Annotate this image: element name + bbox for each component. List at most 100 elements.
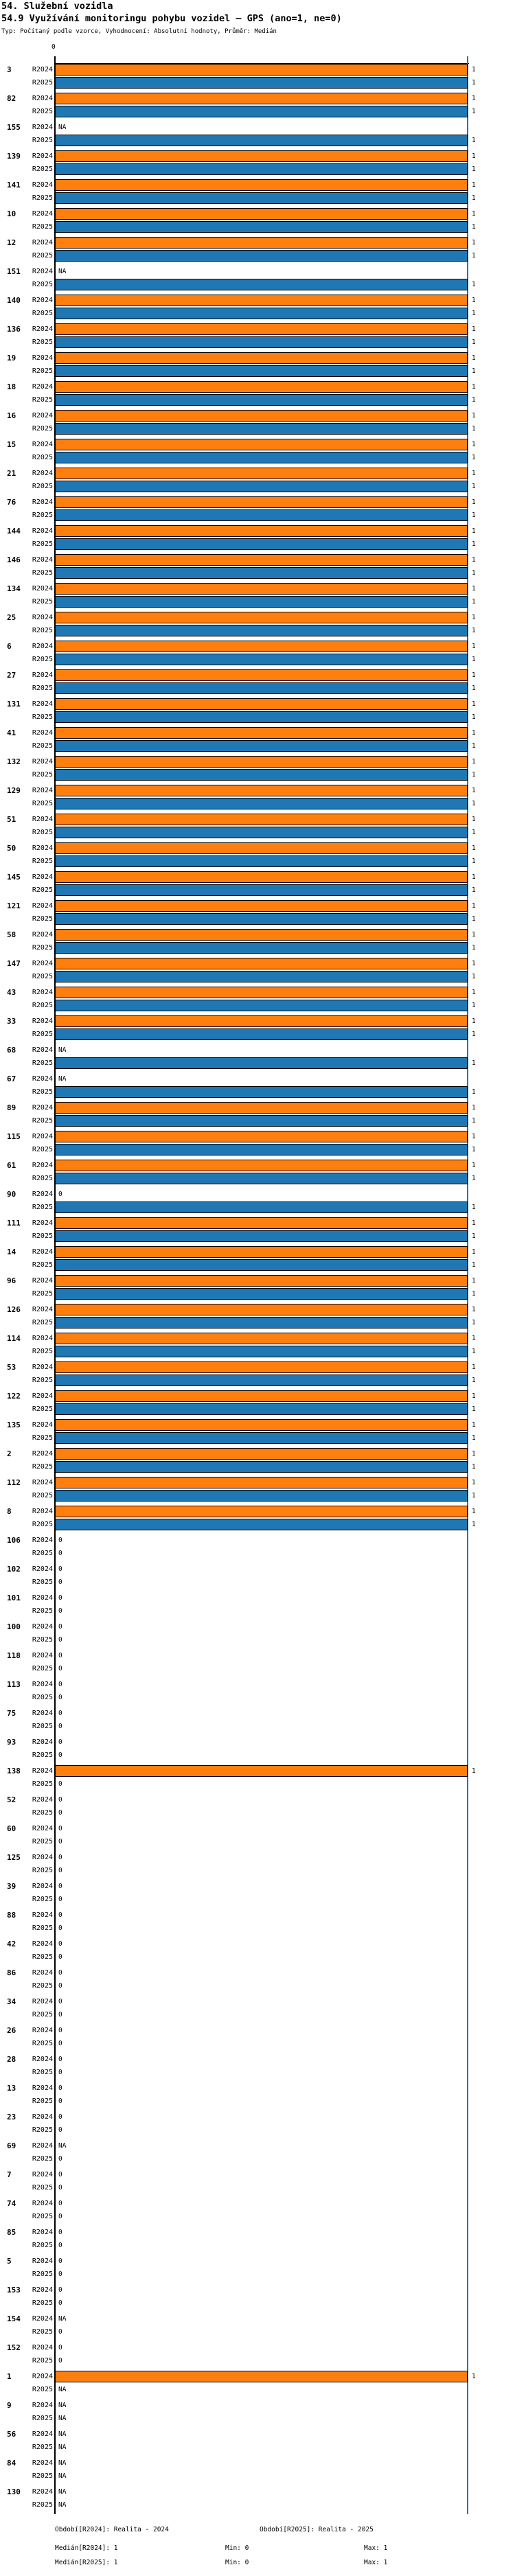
- bar-r2024: [55, 727, 468, 739]
- bar-r2025: [55, 884, 468, 896]
- bar-row-r2025: R2025 1: [0, 855, 515, 867]
- bar-value-label: 1: [472, 1232, 476, 1240]
- bar-row-r2024: R2024 NA: [0, 2486, 515, 2498]
- bar-row-r2024: R2024 1: [0, 208, 515, 220]
- bar-r2024: [55, 64, 468, 76]
- group-id-label: 58: [7, 930, 16, 939]
- bar-value-label: 1: [472, 944, 476, 952]
- bar-r2024: [55, 1246, 468, 1258]
- series-label-r2025: R2025: [32, 1463, 53, 1471]
- series-label-r2024: R2024: [32, 1191, 53, 1198]
- bar-row-r2024: R2024 1: [0, 410, 515, 422]
- bar-value-label: 0: [58, 1982, 62, 1990]
- bar-row-r2025: R2025 0: [0, 1749, 515, 1761]
- bar-row-r2025: R2025 0: [0, 2038, 515, 2049]
- bar-value-label: 1: [472, 95, 476, 102]
- bar-value-label: 1: [472, 886, 476, 894]
- bar-row-r2025: R2025 1: [0, 711, 515, 723]
- bar-value-label: 1: [472, 614, 476, 621]
- series-label-r2025: R2025: [32, 1232, 53, 1240]
- bar-r2024: [55, 410, 468, 422]
- bar-row-r2025: R2025 1: [0, 740, 515, 752]
- bar-r2025: [55, 1346, 468, 1357]
- bar-r2024: [55, 842, 468, 854]
- bar-group: 114 R2024 1 R2025 1: [0, 1333, 515, 1361]
- group-id-label: 27: [7, 671, 16, 680]
- bar-r2024: [55, 1477, 468, 1488]
- bar-value-label: 0: [58, 1911, 62, 1919]
- group-id-label: 3: [7, 65, 12, 74]
- bar-na-label: NA: [58, 2443, 67, 2451]
- bar-row-r2024: R2024 0: [0, 1563, 515, 1575]
- series-label-r2025: R2025: [32, 367, 53, 375]
- series-label-r2025: R2025: [32, 2501, 53, 2509]
- bar-r2024: [55, 352, 468, 364]
- series-label-r2024: R2024: [32, 2430, 53, 2438]
- series-label-r2024: R2024: [32, 1392, 53, 1400]
- series-label-r2024: R2024: [32, 700, 53, 708]
- bar-value-label: 0: [58, 2286, 62, 2294]
- series-label-r2025: R2025: [32, 2242, 53, 2249]
- bar-row-r2025: R2025 0: [0, 2326, 515, 2338]
- series-label-r2025: R2025: [32, 2184, 53, 2192]
- bar-group: 51 R2024 1 R2025 1: [0, 814, 515, 842]
- bar-value-label: 1: [472, 1219, 476, 1227]
- bar-value-label: 1: [472, 396, 476, 404]
- bar-row-r2024: R2024 0: [0, 1650, 515, 1661]
- bar-row-r2024: R2024 1: [0, 1390, 515, 1402]
- page-title: 54. Služební vozidla: [1, 1, 113, 12]
- series-label-r2025: R2025: [32, 1607, 53, 1615]
- series-label-r2024: R2024: [32, 1883, 53, 1890]
- bar-r2024: [55, 1160, 468, 1171]
- bar-chart-area: 3 R2024 1 R2025 1 82 R2024 1 R2025 1 155…: [0, 64, 515, 2515]
- bar-value-label: 0: [58, 1953, 62, 1961]
- bar-r2024: [55, 814, 468, 825]
- bar-value-label: 0: [58, 2357, 62, 2365]
- bar-value-label: 1: [472, 585, 476, 593]
- bar-r2024: [55, 1448, 468, 1460]
- bar-row-r2025: R2025 0: [0, 1836, 515, 1848]
- series-label-r2024: R2024: [32, 1219, 53, 1227]
- bar-row-r2025: R2025 0: [0, 1894, 515, 1905]
- bar-row-r2024: R2024 0: [0, 2082, 515, 2094]
- bar-r2025: [55, 192, 468, 204]
- series-label-r2024: R2024: [32, 1537, 53, 1544]
- bar-row-r2025: R2025 1: [0, 135, 515, 146]
- bar-group: 1 R2024 1 R2025 NA: [0, 2371, 515, 2400]
- bar-row-r2024: R2024 1: [0, 381, 515, 393]
- bar-r2025: [55, 1317, 468, 1329]
- bar-group: 50 R2024 1 R2025 1: [0, 842, 515, 871]
- bar-value-label: 1: [472, 787, 476, 794]
- bar-group: 125 R2024 0 R2025 0: [0, 1852, 515, 1881]
- series-label-r2024: R2024: [32, 1335, 53, 1342]
- group-id-label: 153: [7, 2286, 21, 2295]
- stat-max-r2025: Max: 1: [364, 2559, 388, 2566]
- series-label-r2025: R2025: [32, 1578, 53, 1586]
- series-label-r2025: R2025: [32, 1636, 53, 1644]
- bar-group: 113 R2024 0 R2025 0: [0, 1679, 515, 1707]
- group-id-label: 76: [7, 498, 16, 507]
- bar-row-r2024: R2024 NA: [0, 2457, 515, 2469]
- series-label-r2024: R2024: [32, 2113, 53, 2121]
- bar-row-r2024: R2024 1: [0, 900, 515, 912]
- bar-value-label: 1: [472, 1059, 476, 1067]
- bar-value-label: 0: [58, 1607, 62, 1615]
- group-id-label: 129: [7, 786, 21, 795]
- bar-value-label: 1: [472, 742, 476, 750]
- series-label-r2025: R2025: [32, 1377, 53, 1384]
- series-label-r2024: R2024: [32, 2027, 53, 2034]
- series-label-r2025: R2025: [32, 656, 53, 663]
- series-label-r2025: R2025: [32, 1521, 53, 1528]
- series-label-r2025: R2025: [32, 1550, 53, 1557]
- bar-value-label: 1: [472, 383, 476, 391]
- bar-row-r2024: R2024 NA: [0, 1073, 515, 1085]
- bar-group: 145 R2024 1 R2025 1: [0, 871, 515, 900]
- bar-r2024: [55, 929, 468, 941]
- bar-r2024: [55, 1015, 468, 1027]
- bar-value-label: 1: [472, 210, 476, 218]
- bar-row-r2024: R2024 1: [0, 1217, 515, 1229]
- series-label-r2024: R2024: [32, 1162, 53, 1169]
- bar-value-label: 0: [58, 2155, 62, 2163]
- bar-value-label: 0: [58, 1623, 62, 1631]
- bar-row-r2025: R2025 1: [0, 1519, 515, 1530]
